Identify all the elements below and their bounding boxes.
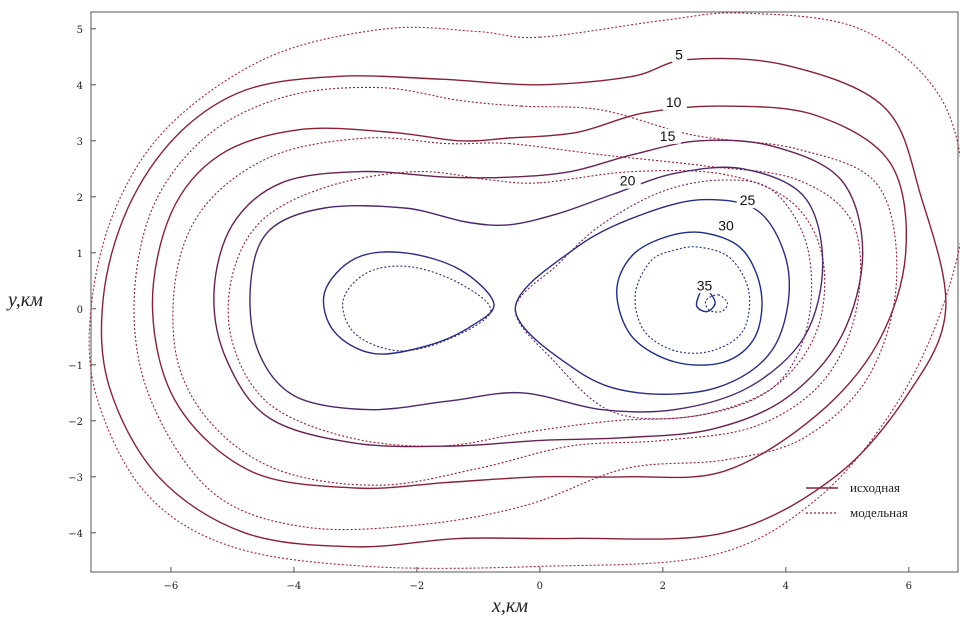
legend: исходная модельная xyxy=(806,480,908,520)
contour-model-25 xyxy=(514,179,813,420)
x-axis-ticks: −6 −4 −2 0 2 4 6 xyxy=(164,567,912,592)
contour-label-25: 25 xyxy=(740,192,756,208)
contour-label-bg-20 xyxy=(616,173,641,189)
contour-label-30: 30 xyxy=(718,217,734,233)
y-tick-label: −1 xyxy=(68,361,83,372)
contour-model-5 xyxy=(88,12,960,569)
contour-original-30 xyxy=(615,231,763,366)
contour-label-35: 35 xyxy=(697,277,713,293)
x-tick-label: 0 xyxy=(537,581,543,592)
y-tick-label: 2 xyxy=(77,193,83,204)
contour-model-30 xyxy=(634,246,751,354)
x-tick-label: 2 xyxy=(660,581,666,592)
contour-label-bg-5 xyxy=(672,47,688,63)
contour-left-lobe-solid-0 xyxy=(322,251,495,355)
contour-original-15 xyxy=(213,139,864,448)
y-axis-label: y,км xyxy=(6,289,43,311)
x-tick-label: −2 xyxy=(410,581,425,592)
y-axis-ticks: −4 −3 −2 −1 0 1 2 3 4 5 xyxy=(68,25,96,540)
y-tick-label: −4 xyxy=(68,529,83,540)
legend-label-model: модельная xyxy=(850,505,908,520)
plot-frame xyxy=(90,11,959,573)
contour-model-15 xyxy=(172,137,862,486)
y-tick-label: 3 xyxy=(77,137,83,148)
contour-label-5: 5 xyxy=(675,47,683,63)
contour-model-35 xyxy=(704,294,728,313)
contour-original-35 xyxy=(695,289,716,313)
x-tick-label: 4 xyxy=(783,581,789,592)
contour-label-15: 15 xyxy=(660,128,676,144)
contour-labels: 5 10 15 20 25 30 35 xyxy=(616,47,761,294)
contour-label-bg-35 xyxy=(693,278,718,294)
y-tick-label: 5 xyxy=(77,25,83,36)
contour-label-20: 20 xyxy=(620,173,636,189)
y-tick-label: 4 xyxy=(77,81,83,92)
x-tick-label: −6 xyxy=(164,581,179,592)
contour-model-20 xyxy=(227,169,826,447)
y-tick-label: −2 xyxy=(68,417,83,428)
legend-label-original: исходная xyxy=(850,480,900,495)
x-tick-label: −4 xyxy=(287,581,302,592)
contour-original-25 xyxy=(514,198,791,395)
contour-label-bg-25 xyxy=(736,193,761,209)
contour-left-lobe-dotted-1 xyxy=(342,265,492,352)
y-tick-label: 0 xyxy=(77,305,83,316)
x-axis-label: x,км xyxy=(491,595,528,617)
x-tick-label: 6 xyxy=(906,581,912,592)
contour-label-bg-10 xyxy=(662,95,687,111)
contour-lines xyxy=(88,12,960,569)
contour-label-bg-30 xyxy=(715,218,740,234)
contour-original-20 xyxy=(249,166,824,413)
contour-original-5 xyxy=(100,57,947,548)
contour-label-10: 10 xyxy=(666,94,682,110)
contour-model-10 xyxy=(133,86,898,531)
y-tick-label: −3 xyxy=(68,473,83,484)
y-tick-label: 1 xyxy=(77,249,83,260)
contour-label-bg-15 xyxy=(656,128,681,144)
contour-original-10 xyxy=(151,105,908,490)
